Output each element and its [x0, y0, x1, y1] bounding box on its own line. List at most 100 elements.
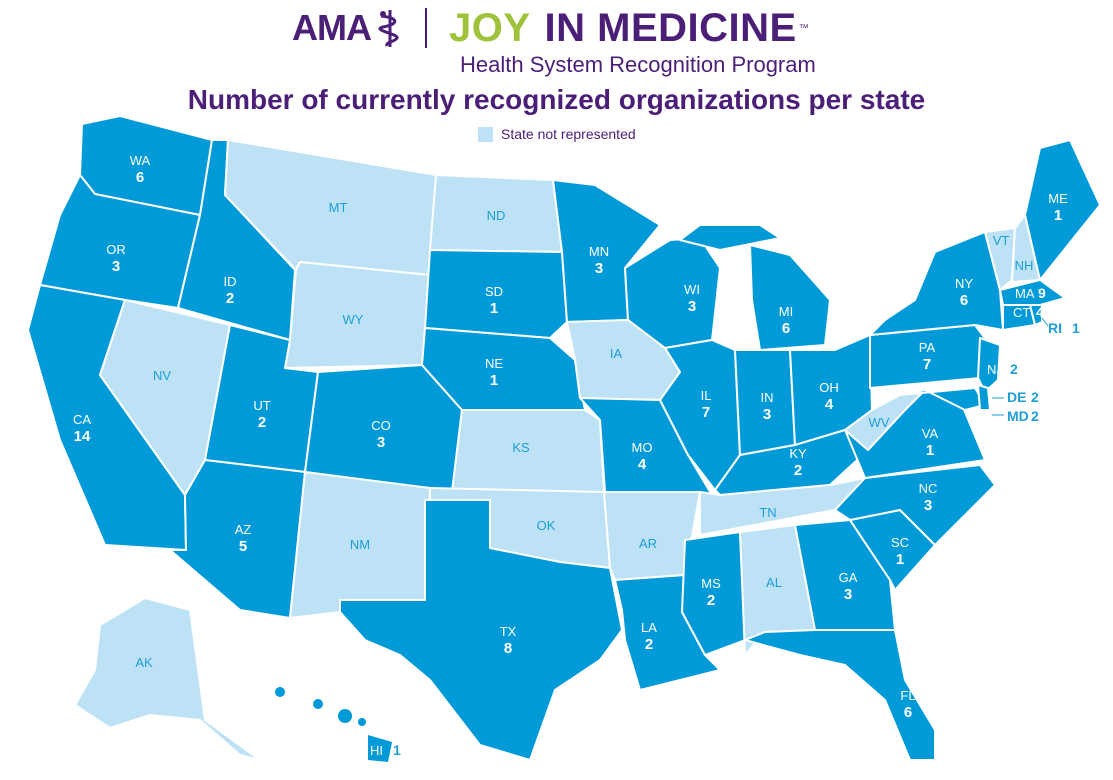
state-count-ut: 2 — [258, 414, 266, 431]
state-label-ks: KS — [512, 440, 530, 455]
state-label-nc: NC — [919, 481, 938, 496]
state-label-ny: NY — [955, 276, 973, 291]
state-ma — [999, 279, 1066, 306]
state-count-ct: 4 — [1036, 304, 1044, 320]
state-label-nj: NJ — [987, 362, 1003, 377]
state-nc — [834, 464, 996, 546]
state-label-ne: NE — [485, 356, 503, 371]
state-count-sc: 1 — [896, 551, 904, 568]
state-count-ma: 9 — [1038, 285, 1046, 301]
state-label-co: CO — [371, 418, 391, 433]
state-label-il: IL — [701, 388, 712, 403]
state-label-az: AZ — [235, 522, 252, 537]
legend-swatch — [478, 126, 493, 142]
state-label-or: OR — [106, 242, 126, 257]
state-tx — [339, 499, 623, 761]
state-label-al: AL — [766, 575, 782, 590]
state-label-la: LA — [641, 620, 657, 635]
state-count-mi: 6 — [782, 320, 790, 337]
state-label-ar: AR — [639, 536, 657, 551]
state-count-ky: 2 — [794, 462, 802, 479]
state-or — [39, 174, 201, 309]
state-label-sd: SD — [485, 284, 503, 299]
map-legend: State not represented — [478, 126, 636, 142]
state-label-ia: IA — [610, 346, 623, 361]
state-count-ga: 3 — [844, 586, 852, 603]
header: AMA JOY IN MEDICINE ™ Health System Reco… — [0, 0, 1113, 143]
state-count-va: 1 — [926, 442, 934, 459]
state-label-id: ID — [224, 274, 237, 289]
state-label-ga: GA — [839, 570, 858, 585]
trademark-symbol: ™ — [798, 22, 809, 34]
state-label-ri: RI — [1048, 320, 1062, 336]
state-label-ut: UT — [253, 398, 270, 413]
brand-divider — [424, 8, 427, 48]
state-label-me: ME — [1048, 191, 1068, 206]
state-ri — [1029, 304, 1043, 326]
state-count-co: 3 — [377, 434, 385, 451]
state-count-wa: 6 — [136, 169, 144, 186]
state-label-tn: TN — [759, 505, 776, 520]
state-label-ak: AK — [135, 655, 153, 670]
state-me — [1024, 139, 1101, 281]
state-label-wi: WI — [684, 282, 700, 297]
state-label-ms: MS — [701, 576, 721, 591]
state-label-tx: TX — [500, 624, 517, 639]
state-count-or: 3 — [112, 258, 120, 275]
state-count-sd: 1 — [490, 300, 498, 317]
state-mi-upper — [679, 224, 781, 251]
state-count-oh: 4 — [825, 396, 834, 413]
state-label-wy: WY — [343, 312, 364, 327]
state-count-fl: 6 — [904, 704, 912, 721]
state-label-hi: HI — [370, 743, 383, 758]
state-label-ky: KY — [789, 446, 807, 461]
state-label-de: DE — [1007, 389, 1026, 405]
caduceus-icon — [378, 10, 399, 47]
legend-label: State not represented — [501, 126, 636, 142]
state-ak — [74, 597, 261, 761]
state-de — [977, 384, 991, 411]
state-label-wv: WV — [869, 415, 890, 430]
state-count-me: 1 — [1054, 207, 1062, 224]
state-label-mt: MT — [329, 200, 348, 215]
state-count-hi: 1 — [393, 742, 401, 758]
state-label-oh: OH — [819, 380, 839, 395]
state-ms — [681, 531, 746, 656]
state-count-mn: 3 — [595, 260, 603, 277]
program-subtitle: Health System Recognition Program — [460, 52, 816, 77]
ama-wordmark: AMA — [292, 7, 372, 48]
state-labels: WA6OR3CA14ID2NVMTWYUT2AZ5CO3NMNDSD1NE1KS… — [73, 153, 1080, 758]
state-count-ms: 2 — [707, 592, 715, 609]
state-mi — [749, 244, 831, 351]
state-label-va: VA — [922, 426, 939, 441]
state-count-pa: 7 — [923, 356, 931, 373]
state-label-ct: CT — [1013, 305, 1030, 320]
state-count-de: 2 — [1031, 389, 1039, 405]
state-label-nv: NV — [153, 368, 171, 383]
state-count-la: 2 — [645, 636, 653, 653]
state-ky — [714, 429, 869, 496]
state-count-ca: 14 — [74, 428, 91, 445]
state-label-wa: WA — [130, 153, 151, 168]
state-count-in: 3 — [763, 406, 771, 423]
state-label-mn: MN — [589, 244, 609, 259]
in-medicine-wordmark: IN MEDICINE — [544, 5, 797, 50]
joy-wordmark: JOY — [448, 5, 531, 50]
state-count-nj: 2 — [1010, 361, 1018, 377]
state-label-sc: SC — [891, 535, 909, 550]
state-count-id: 2 — [226, 290, 234, 307]
callouts — [992, 317, 1049, 416]
state-label-mi: MI — [779, 304, 793, 319]
state-label-md: MD — [1007, 408, 1029, 424]
state-count-ny: 6 — [960, 292, 968, 309]
state-hi — [275, 687, 392, 762]
state-count-az: 5 — [239, 538, 247, 555]
state-label-ma: MA — [1015, 286, 1035, 301]
state-label-nm: NM — [350, 537, 370, 552]
state-count-il: 7 — [702, 404, 710, 421]
state-label-in: IN — [761, 390, 774, 405]
state-ny — [869, 231, 1004, 336]
state-count-nc: 3 — [924, 497, 932, 514]
state-fl — [744, 629, 936, 761]
